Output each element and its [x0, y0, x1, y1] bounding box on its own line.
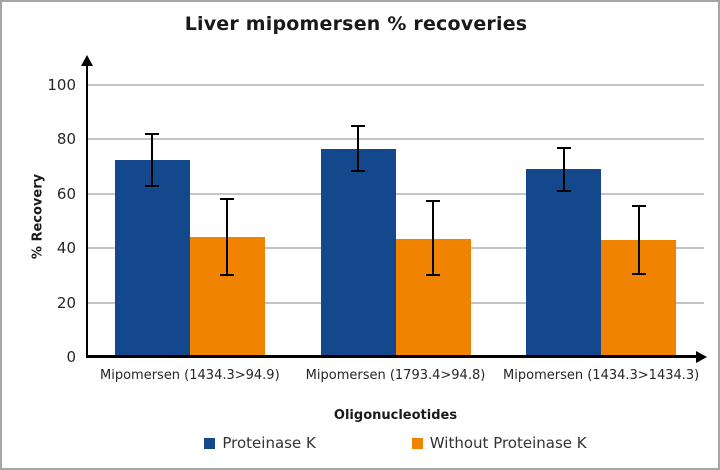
error-bar-cap-top-s1-c1: [426, 199, 440, 202]
legend-label-proteinase-k: Proteinase K: [222, 434, 316, 452]
x-axis-arrow-icon: [696, 351, 707, 363]
error-bar-cap-top-s1-c2: [631, 205, 646, 208]
error-bar-cap-top-s0-c1: [351, 124, 365, 127]
y-tick-label-80: 80: [56, 130, 76, 149]
y-tick-label-60: 60: [56, 184, 76, 203]
error-bar-cap-bottom-s1-c0: [220, 274, 235, 277]
x-category-label-0: Mipomersen (1434.3>94.9): [100, 368, 280, 383]
y-tick-label-20: 20: [56, 293, 76, 312]
error-bar-line-s0-c1: [357, 125, 359, 171]
error-bar-cap-top-s0-c2: [556, 146, 571, 149]
y-tick-label-100: 100: [47, 76, 76, 94]
x-axis-title: Oligonucleotides: [333, 408, 458, 423]
error-bar-cap-bottom-s1-c1: [426, 274, 440, 277]
error-bar-cap-bottom-s1-c2: [631, 273, 646, 276]
bar-series0-cat0: [114, 159, 190, 357]
legend: Proteinase K Without Proteinase K: [87, 434, 704, 452]
y-tick-label-0: 0: [66, 348, 76, 366]
x-axis-line: [86, 355, 698, 358]
error-bar-line-s1-c2: [637, 206, 640, 275]
error-bar-line-s1-c0: [226, 199, 229, 276]
y-axis-title: % Recovery: [30, 173, 46, 260]
gridline-80: [87, 138, 704, 141]
y-axis-arrow-icon: [81, 55, 93, 66]
legend-item-without-proteinase-k: Without Proteinase K: [411, 434, 587, 452]
bar-series0-cat2: [526, 169, 602, 357]
error-bar-cap-bottom-s0-c0: [145, 184, 160, 187]
error-bar-line-s1-c1: [432, 200, 434, 276]
chart-title: Liver mipomersen % recoveries: [184, 13, 528, 35]
x-category-label-1: Mipomersen (1793.4>94.8): [305, 368, 486, 383]
legend-label-without-proteinase-k: Without Proteinase K: [429, 434, 587, 452]
legend-swatch-proteinase-k-icon: [204, 438, 216, 449]
x-category-label-2: Mipomersen (1434.3>1434.3): [503, 368, 700, 383]
error-bar-cap-top-s0-c0: [145, 132, 160, 135]
gridline-100: [87, 84, 704, 86]
error-bar-line-s0-c2: [562, 147, 565, 192]
error-bar-cap-bottom-s0-c2: [556, 190, 571, 193]
legend-item-proteinase-k: Proteinase K: [204, 434, 316, 452]
gridline-60: [87, 192, 704, 195]
bar-series0-cat1: [320, 148, 396, 357]
error-bar-cap-top-s1-c0: [220, 198, 235, 201]
y-axis-line: [86, 65, 88, 358]
legend-swatch-without-proteinase-k-icon: [411, 438, 423, 449]
error-bar-cap-bottom-s0-c1: [351, 169, 365, 172]
y-tick-label-40: 40: [56, 239, 76, 258]
error-bar-line-s0-c0: [151, 133, 154, 186]
